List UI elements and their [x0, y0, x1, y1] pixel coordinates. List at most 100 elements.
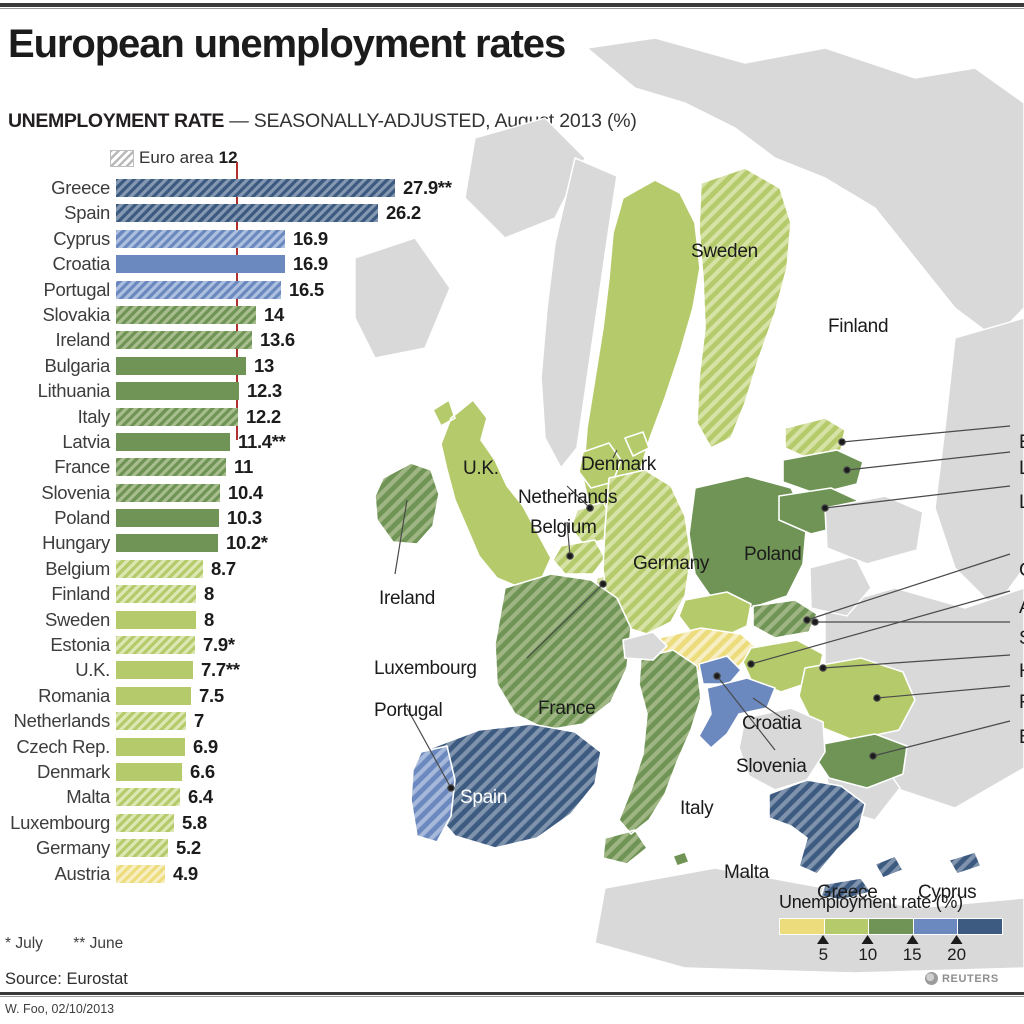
- chart-row-value: 16.9: [293, 227, 328, 249]
- map-label-slovakia: Slovakia: [1019, 628, 1024, 650]
- country-uk: [432, 399, 552, 589]
- chart-bar: [116, 788, 180, 807]
- chart-row: Portugal 16.5: [0, 278, 360, 303]
- chart-row: Romania 7.5: [0, 684, 360, 709]
- chart-row: Estonia 7.9*: [0, 633, 360, 658]
- header-rule: [0, 3, 1024, 9]
- chart-row-value: 7.7**: [201, 659, 240, 681]
- map-label-denmark: Denmark: [581, 454, 656, 475]
- chart-row-value: 8: [204, 608, 214, 630]
- chart-row: Luxembourg 5.8: [0, 811, 360, 836]
- chart-row-label: Slovenia: [41, 481, 110, 503]
- map-label-czech-rep: Czech Rep.: [1019, 560, 1024, 582]
- chart-row-label: Italy: [77, 405, 111, 427]
- country-slovakia: [752, 599, 818, 639]
- footnote-july: * July: [5, 935, 43, 952]
- map-svg: [355, 37, 1024, 974]
- country-malta: [672, 851, 690, 867]
- credit-line: W. Foo, 02/10/2013: [5, 1002, 115, 1016]
- country-italy: [602, 649, 702, 865]
- chart-row-value: 7: [194, 710, 204, 732]
- country-greece: [768, 779, 904, 901]
- chart-row-value: 16.9: [293, 253, 328, 275]
- chart-row: Finland 8: [0, 582, 360, 607]
- chart-row: Netherlands 7: [0, 709, 360, 734]
- page-title: European unemployment rates: [8, 22, 566, 66]
- chart-row: Lithuania 12.3: [0, 379, 360, 404]
- country-belarus-nodata: [824, 495, 924, 565]
- chart-bar: [116, 255, 285, 274]
- chart-row-value: 13.6: [260, 329, 295, 351]
- chart-row: Spain 26.2: [0, 201, 421, 226]
- reuters-logo: REUTERS: [925, 972, 999, 985]
- map-legend-tick: 5: [817, 935, 830, 965]
- chart-row-label: Finland: [51, 583, 110, 605]
- map-label-latvia: Latvia: [1019, 458, 1024, 480]
- map-legend-swatch: [958, 919, 1002, 934]
- map-label-hungary: Hungary: [1019, 661, 1024, 683]
- chart-row-label: Netherlands: [13, 710, 111, 732]
- map-legend-tick-value: 20: [947, 945, 967, 964]
- chart-bar: [116, 661, 193, 680]
- country-latvia: [782, 449, 864, 495]
- map-label-lithuania: Lithuania: [1019, 492, 1024, 514]
- chart-row: Latvia 11.4**: [0, 430, 360, 455]
- subtitle-strong: UNEMPLOYMENT RATE: [8, 110, 225, 132]
- chart-bar: [116, 356, 246, 375]
- reuters-wordmark: REUTERS: [942, 972, 999, 985]
- map-legend-swatch: [913, 919, 959, 934]
- chart-row: Malta 6.4: [0, 785, 360, 810]
- map-label-u-k: U.K.: [463, 458, 499, 479]
- map-label-finland: Finland: [828, 316, 889, 337]
- source-line: Source: Eurostat: [5, 970, 128, 988]
- map-label-italy: Italy: [680, 798, 714, 819]
- map-label-poland: Poland: [744, 544, 802, 565]
- chart-row-value: 4.9: [173, 862, 198, 884]
- chart-row-value: 26.2: [386, 202, 421, 224]
- chart-row-label: Lithuania: [37, 380, 111, 402]
- chart-row: Hungary 10.2*: [0, 531, 360, 556]
- chart-row-value: 13: [254, 354, 274, 376]
- chart-row-value: 14: [264, 303, 284, 325]
- map-label-croatia: Croatia: [742, 713, 802, 734]
- map-legend: Unemployment rate (%) 5 10 15 20: [779, 892, 1024, 967]
- chart-bar: [116, 762, 182, 781]
- country-croatia: [698, 677, 776, 749]
- map-label-greece: Greece: [817, 882, 878, 903]
- euro-area-legend: Euro area 12: [110, 148, 238, 168]
- chart-row: Greece 27.9**: [0, 176, 452, 201]
- map-label-france: France: [538, 698, 596, 719]
- chart-row-value: 6.6: [190, 760, 215, 782]
- chart-row-label: Cyprus: [53, 227, 110, 249]
- map-label-portugal: Portugal: [374, 700, 443, 721]
- chart-row: Poland 10.3: [0, 506, 360, 531]
- country-france: [494, 573, 632, 731]
- chart-rows: Greece 27.9** Spain 26.2 Cyprus 16.9 Croatia 16…: [0, 176, 452, 887]
- map-leader-lines: [394, 425, 1011, 792]
- unemployment-bar-chart: Greece 27.9** Spain 26.2 Cyprus 16.9 Croatia 16…: [0, 162, 452, 926]
- chart-row: Italy 12.2: [0, 405, 360, 430]
- chart-row-label: Czech Rep.: [16, 735, 110, 757]
- chart-row-value: 6.4: [188, 786, 213, 808]
- chart-bar: [116, 686, 191, 705]
- euro-area-label: Euro area: [139, 148, 214, 167]
- chart-bar: [116, 737, 185, 756]
- chart-row-label: Ireland: [55, 329, 111, 351]
- chart-row-label: Malta: [66, 786, 110, 808]
- map-label-belgium: Belgium: [530, 517, 597, 538]
- chart-row-label: Spain: [64, 202, 110, 224]
- chart-row-label: Denmark: [37, 760, 110, 782]
- chart-row: Sweden 8: [0, 608, 360, 633]
- chart-bar: [116, 179, 395, 197]
- map-legend-color-bar: [779, 918, 1003, 935]
- chart-row-value: 6.9: [193, 735, 218, 757]
- country-germany: [602, 469, 692, 635]
- footnotes: * July ** June: [5, 935, 123, 953]
- map-label-luxembourg: Luxembourg: [374, 658, 477, 679]
- country-bulgaria: [816, 733, 908, 789]
- map-legend-swatch: [780, 919, 825, 934]
- chart-row-label: Austria: [54, 862, 111, 884]
- chart-row-value: 12.2: [246, 405, 281, 427]
- country-belgium: [552, 539, 606, 575]
- map-legend-ticks: 5 10 15 20: [779, 935, 1001, 967]
